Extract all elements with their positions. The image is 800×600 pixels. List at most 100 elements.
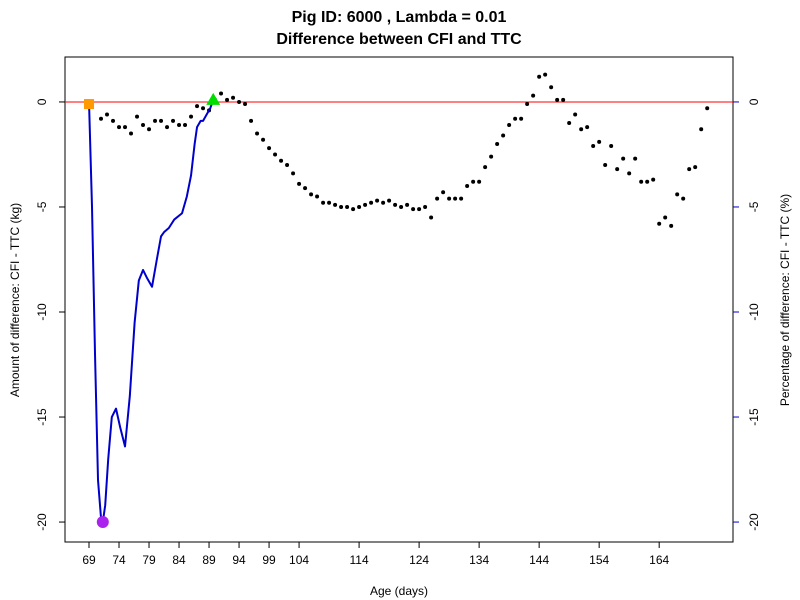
data-point (291, 171, 296, 176)
data-point (579, 127, 584, 132)
data-point (471, 179, 476, 184)
data-point (99, 116, 104, 121)
data-point (543, 72, 548, 77)
data-point (561, 97, 566, 102)
data-point (615, 167, 620, 172)
data-point (591, 144, 596, 149)
data-point (525, 102, 530, 107)
data-point (633, 156, 638, 161)
data-point (105, 112, 110, 117)
data-point (243, 102, 248, 107)
data-point (405, 202, 410, 207)
data-point (489, 154, 494, 159)
x-tick-label: 104 (289, 553, 309, 567)
data-point (345, 204, 350, 209)
x-axis-label: Age (days) (370, 584, 428, 598)
data-point (363, 202, 368, 207)
data-point (285, 162, 290, 167)
data-point (171, 118, 176, 123)
data-point (705, 106, 710, 111)
data-point (333, 202, 338, 207)
x-tick-label: 144 (529, 553, 549, 567)
data-point (231, 95, 236, 100)
data-point (513, 116, 518, 121)
data-point (279, 158, 284, 163)
data-line (88, 99, 215, 524)
data-point (273, 152, 278, 157)
data-point (237, 99, 242, 104)
data-point (681, 196, 686, 201)
data-point (531, 93, 536, 98)
data-point (339, 204, 344, 209)
data-point (219, 91, 224, 96)
data-point (123, 125, 128, 130)
data-point (609, 144, 614, 149)
data-point (657, 221, 662, 226)
data-point (183, 123, 188, 128)
data-point (519, 116, 524, 121)
data-point (399, 204, 404, 209)
data-point (375, 198, 380, 203)
data-point (255, 131, 260, 136)
data-point (645, 179, 650, 184)
data-point (315, 194, 320, 199)
data-point (621, 156, 626, 161)
data-point (663, 215, 668, 220)
data-point (249, 118, 254, 123)
data-point (195, 104, 200, 109)
data-point (441, 190, 446, 195)
data-point (447, 196, 452, 201)
y-tick-label: -5 (35, 201, 49, 212)
data-point (327, 200, 332, 205)
data-point (687, 167, 692, 172)
data-point (225, 97, 230, 102)
data-point (459, 196, 464, 201)
marker (96, 516, 109, 529)
x-tick-label: 114 (350, 553, 369, 567)
x-tick-label: 134 (469, 553, 489, 567)
data-point (669, 223, 674, 228)
data-point (177, 123, 182, 128)
y-tick-label: -20 (35, 513, 49, 531)
data-point (189, 114, 194, 119)
y2-tick-label: -5 (747, 201, 761, 212)
x-tick-label: 74 (112, 553, 126, 567)
x-tick-label: 94 (232, 553, 246, 567)
data-point (201, 106, 206, 111)
data-point (453, 196, 458, 201)
data-point (495, 141, 500, 146)
data-point (165, 125, 170, 130)
data-point (411, 207, 416, 212)
data-point (303, 186, 308, 191)
plot-frame (64, 56, 734, 543)
data-point (261, 137, 266, 142)
data-point (147, 127, 152, 132)
data-point (435, 196, 440, 201)
data-point (639, 179, 644, 184)
data-point (357, 204, 362, 209)
data-point (423, 204, 428, 209)
data-point (393, 202, 398, 207)
data-point (627, 171, 632, 176)
chart-title: Pig ID: 6000 , Lambda = 0.01 (292, 9, 507, 26)
data-point (693, 165, 698, 170)
x-tick-label: 99 (262, 553, 276, 567)
data-point (429, 215, 434, 220)
data-point (117, 125, 122, 130)
data-point (651, 177, 656, 182)
data-point (369, 200, 374, 205)
x-tick-label: 89 (202, 553, 216, 567)
data-point (585, 125, 590, 130)
y-tick-label: -15 (35, 408, 49, 426)
x-tick-label: 164 (649, 553, 669, 567)
x-tick-label: 154 (589, 553, 609, 567)
y2-tick-label: 0 (747, 98, 761, 105)
x-tick-label: 124 (409, 553, 429, 567)
data-point (417, 207, 422, 212)
data-point (381, 200, 386, 205)
marker (84, 99, 95, 110)
data-point (351, 207, 356, 212)
y2-tick-label: -15 (747, 408, 761, 426)
data-point (267, 146, 272, 151)
